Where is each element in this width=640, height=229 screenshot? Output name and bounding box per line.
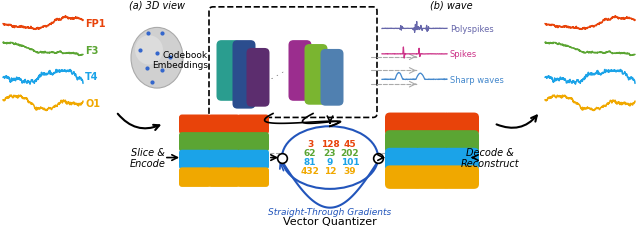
- FancyBboxPatch shape: [208, 133, 240, 152]
- FancyBboxPatch shape: [443, 113, 479, 136]
- FancyBboxPatch shape: [443, 148, 479, 172]
- FancyBboxPatch shape: [246, 49, 269, 107]
- Text: · · ·: · · ·: [269, 67, 287, 83]
- FancyBboxPatch shape: [414, 131, 450, 154]
- FancyBboxPatch shape: [385, 113, 421, 136]
- FancyBboxPatch shape: [179, 150, 211, 169]
- FancyBboxPatch shape: [305, 45, 328, 105]
- FancyBboxPatch shape: [208, 150, 240, 169]
- Text: Sharp waves: Sharp waves: [450, 75, 504, 85]
- FancyBboxPatch shape: [208, 115, 240, 134]
- Text: 128: 128: [321, 140, 339, 149]
- FancyBboxPatch shape: [289, 41, 312, 101]
- Text: 12: 12: [324, 166, 336, 175]
- Text: 3: 3: [307, 140, 313, 149]
- FancyBboxPatch shape: [385, 148, 421, 172]
- Text: T4: T4: [85, 72, 99, 82]
- FancyBboxPatch shape: [237, 133, 269, 152]
- FancyBboxPatch shape: [179, 133, 211, 152]
- Text: (a) 3D view: (a) 3D view: [129, 1, 185, 11]
- Text: O1: O1: [85, 98, 100, 108]
- Text: 101: 101: [340, 157, 359, 166]
- FancyBboxPatch shape: [216, 41, 239, 101]
- FancyBboxPatch shape: [385, 131, 421, 154]
- Text: 45: 45: [344, 140, 356, 149]
- Text: Vector Quantizer: Vector Quantizer: [283, 216, 377, 226]
- FancyBboxPatch shape: [321, 50, 344, 106]
- FancyBboxPatch shape: [232, 41, 255, 109]
- FancyBboxPatch shape: [414, 166, 450, 189]
- Ellipse shape: [282, 127, 378, 189]
- Text: 81: 81: [304, 157, 316, 166]
- FancyBboxPatch shape: [209, 8, 377, 118]
- Text: Spikes: Spikes: [450, 50, 477, 59]
- Text: FP1: FP1: [85, 19, 106, 29]
- Text: 62: 62: [304, 149, 316, 158]
- FancyBboxPatch shape: [208, 168, 240, 187]
- Text: 23: 23: [324, 149, 336, 158]
- FancyBboxPatch shape: [179, 168, 211, 187]
- FancyBboxPatch shape: [237, 150, 269, 169]
- Text: Codebook
Embeddings: Codebook Embeddings: [152, 51, 208, 70]
- FancyBboxPatch shape: [237, 168, 269, 187]
- FancyBboxPatch shape: [414, 113, 450, 136]
- Text: 9: 9: [327, 157, 333, 166]
- Text: 39: 39: [344, 166, 356, 175]
- Text: Slice &
Encode: Slice & Encode: [130, 147, 166, 169]
- Ellipse shape: [131, 28, 183, 89]
- Ellipse shape: [135, 36, 163, 65]
- FancyBboxPatch shape: [443, 131, 479, 154]
- Text: 432: 432: [301, 166, 319, 175]
- Text: 202: 202: [340, 149, 359, 158]
- Text: Decode &
Reconstruct: Decode & Reconstruct: [461, 147, 519, 169]
- FancyBboxPatch shape: [443, 166, 479, 189]
- FancyBboxPatch shape: [179, 115, 211, 134]
- FancyBboxPatch shape: [414, 148, 450, 172]
- FancyBboxPatch shape: [385, 166, 421, 189]
- FancyBboxPatch shape: [237, 115, 269, 134]
- Text: (b) wave: (b) wave: [430, 1, 472, 11]
- Text: F3: F3: [85, 46, 99, 56]
- Text: Straight-Through Gradients: Straight-Through Gradients: [268, 207, 392, 215]
- Text: Polyspikes: Polyspikes: [450, 25, 493, 34]
